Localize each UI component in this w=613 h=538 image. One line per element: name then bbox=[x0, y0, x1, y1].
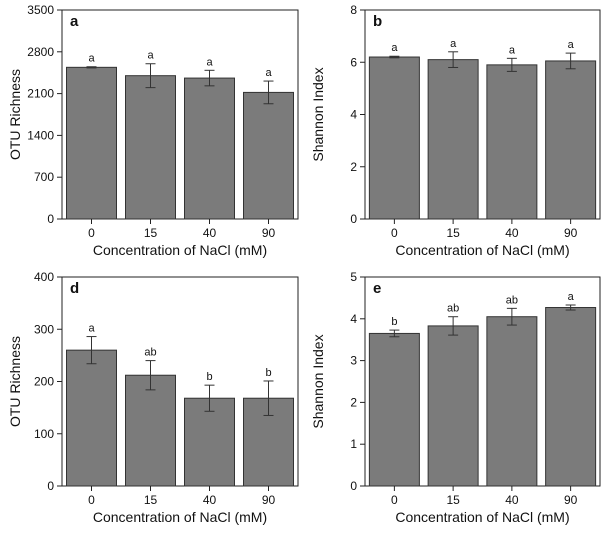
x-tick-label: 0 bbox=[391, 226, 398, 240]
y-tick-label: 3500 bbox=[27, 3, 54, 17]
significance-label: a bbox=[509, 44, 516, 56]
y-tick-label: 0 bbox=[350, 212, 357, 226]
y-axis-title: OTU Richness bbox=[7, 69, 23, 160]
x-axis-title: Concentration of NaCl (mM) bbox=[93, 509, 267, 525]
x-tick-label: 40 bbox=[505, 226, 519, 240]
x-tick-label: 90 bbox=[262, 493, 276, 507]
y-tick-label: 6 bbox=[350, 55, 357, 69]
y-tick-label: 0 bbox=[350, 479, 357, 493]
chart-panel-d: d 0 100 200 300 400 a 0 ab 15 b 40 b 90 Concentration … bbox=[7, 270, 299, 525]
significance-label: b bbox=[265, 367, 271, 379]
y-tick-label: 700 bbox=[34, 170, 54, 184]
y-tick-label: 0 bbox=[47, 479, 54, 493]
significance-label: ab bbox=[447, 303, 459, 315]
significance-label: b bbox=[206, 371, 212, 383]
y-tick-label: 2 bbox=[350, 395, 357, 409]
x-axis-title: Concentration of NaCl (mM) bbox=[93, 242, 267, 258]
y-axis-title: OTU Richness bbox=[7, 336, 23, 427]
x-tick-label: 90 bbox=[564, 226, 578, 240]
significance-label: a bbox=[568, 39, 575, 51]
chart-panel-e: e 0 1 2 3 4 5 b 0 ab 15 ab 40 a 90 Concentration of NaC… bbox=[310, 270, 601, 525]
plot-frame bbox=[61, 9, 299, 220]
y-tick-label: 2800 bbox=[27, 45, 54, 59]
bar-90[interactable] bbox=[545, 307, 597, 487]
x-tick-label: 15 bbox=[446, 226, 460, 240]
significance-label: b bbox=[391, 316, 397, 328]
bar-0[interactable] bbox=[368, 56, 420, 220]
significance-label: a bbox=[265, 67, 272, 79]
significance-label: a bbox=[391, 42, 398, 54]
y-tick-label: 4 bbox=[350, 108, 357, 122]
y-tick-label: 1 bbox=[350, 437, 357, 451]
significance-label: ab bbox=[506, 294, 518, 306]
y-tick-label: 200 bbox=[34, 375, 54, 389]
bar-15[interactable] bbox=[125, 374, 176, 487]
bar-15[interactable] bbox=[125, 75, 176, 220]
y-tick-label: 300 bbox=[34, 322, 54, 336]
x-tick-label: 15 bbox=[144, 493, 158, 507]
bar-0[interactable] bbox=[66, 66, 117, 220]
bar-40[interactable] bbox=[486, 64, 538, 220]
y-axis-title: Shannon Index bbox=[310, 67, 326, 161]
panel-letter: e bbox=[373, 280, 381, 297]
panel-letter: b bbox=[373, 13, 382, 30]
significance-label: a bbox=[147, 50, 154, 62]
y-tick-label: 8 bbox=[350, 3, 357, 17]
x-tick-label: 90 bbox=[564, 493, 578, 507]
x-axis-title: Concentration of NaCl (mM) bbox=[395, 242, 569, 258]
bar-15[interactable] bbox=[427, 59, 479, 220]
x-tick-label: 90 bbox=[262, 226, 276, 240]
x-axis-title: Concentration of NaCl (mM) bbox=[395, 509, 569, 525]
bar-40[interactable] bbox=[486, 316, 538, 487]
y-tick-label: 1400 bbox=[27, 128, 54, 142]
significance-label: ab bbox=[144, 347, 156, 359]
y-tick-label: 100 bbox=[34, 427, 54, 441]
x-tick-label: 0 bbox=[88, 493, 95, 507]
bar-15[interactable] bbox=[427, 325, 479, 487]
x-tick-label: 0 bbox=[391, 493, 398, 507]
significance-label: a bbox=[88, 53, 95, 65]
bar-0[interactable] bbox=[66, 349, 117, 487]
significance-label: a bbox=[568, 291, 575, 303]
y-tick-label: 5 bbox=[350, 270, 357, 284]
chart-panel-a: a 0 700 1400 2100 2800 3500 a 0 a 15 a 40 a 90 Concentr… bbox=[7, 3, 299, 258]
y-tick-label: 0 bbox=[47, 212, 54, 226]
y-axis-title: Shannon Index bbox=[310, 334, 326, 428]
x-tick-label: 40 bbox=[203, 226, 217, 240]
panel-letter: d bbox=[70, 280, 79, 297]
significance-label: a bbox=[206, 56, 213, 68]
y-tick-label: 400 bbox=[34, 270, 54, 284]
x-tick-label: 40 bbox=[505, 493, 519, 507]
bar-90[interactable] bbox=[545, 60, 597, 220]
x-tick-label: 0 bbox=[88, 226, 95, 240]
x-tick-label: 40 bbox=[203, 493, 217, 507]
y-tick-label: 3 bbox=[350, 354, 357, 368]
x-tick-label: 15 bbox=[446, 493, 460, 507]
chart-panel-b: b 0 2 4 6 8 a 0 a 15 a 40 a 90 Concentration of NaCl (… bbox=[310, 3, 601, 258]
bar-40[interactable] bbox=[184, 77, 235, 220]
bar-90[interactable] bbox=[243, 91, 294, 220]
y-tick-label: 2100 bbox=[27, 87, 54, 101]
significance-label: a bbox=[450, 38, 457, 50]
y-tick-label: 2 bbox=[350, 160, 357, 174]
significance-label: a bbox=[88, 323, 95, 335]
x-tick-label: 15 bbox=[144, 226, 158, 240]
plot-frame bbox=[364, 276, 601, 487]
y-tick-label: 4 bbox=[350, 312, 357, 326]
panel-letter: a bbox=[70, 13, 79, 30]
bar-0[interactable] bbox=[368, 332, 420, 487]
